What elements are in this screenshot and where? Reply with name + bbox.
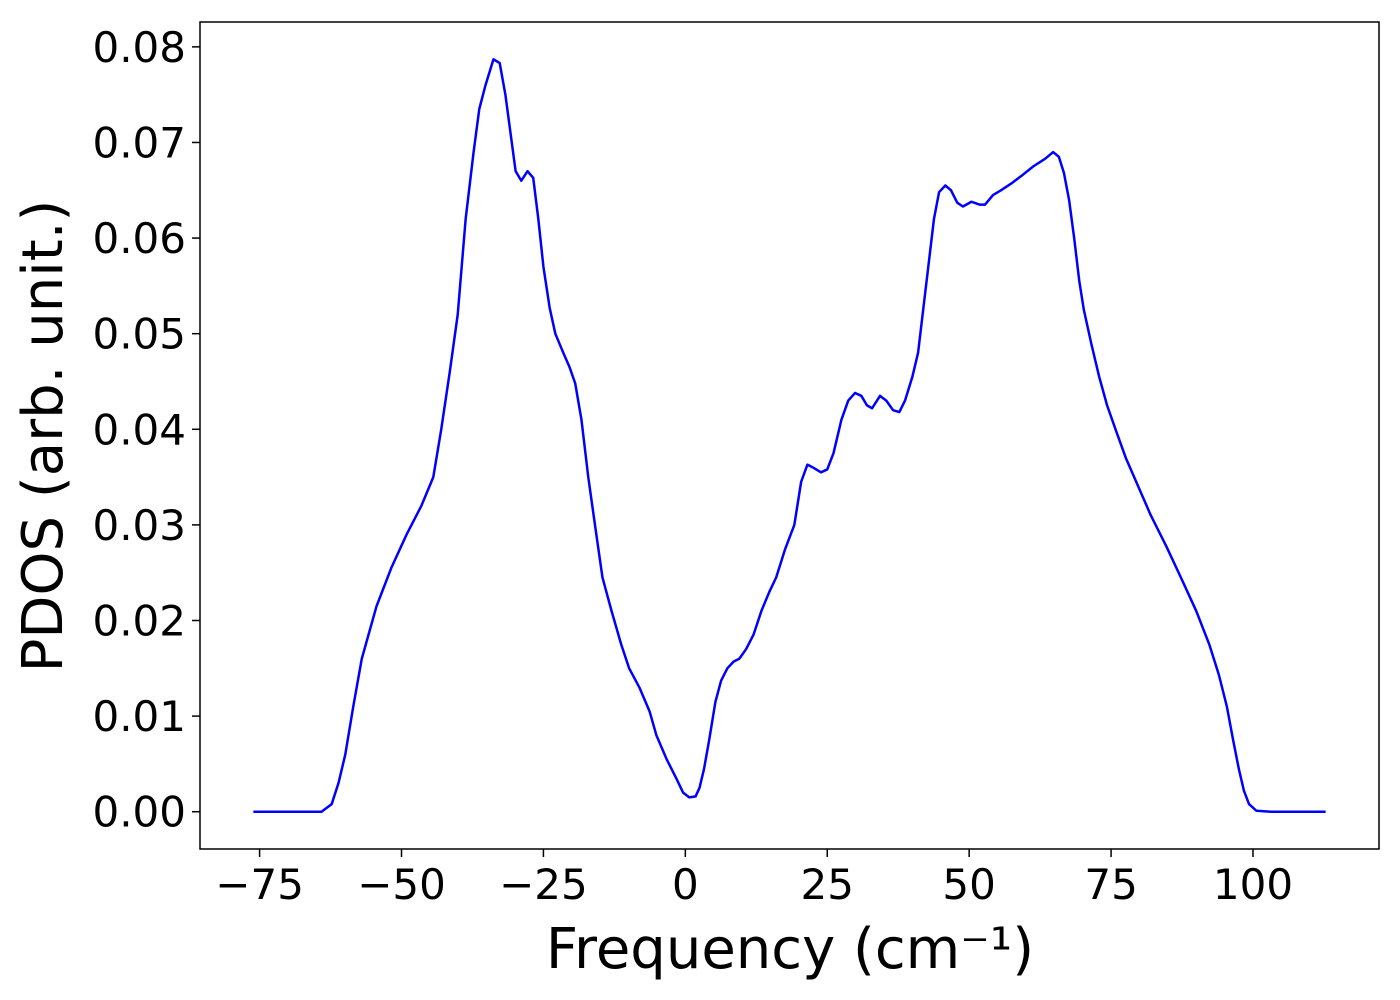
x-tick-label: 0 — [672, 860, 699, 909]
x-tick-label: −25 — [499, 860, 588, 909]
line — [253, 58, 1326, 813]
x-axis-label: Frequency (cm⁻¹) — [546, 917, 1034, 982]
x-tick-label: −75 — [215, 860, 304, 909]
x-tick-label: −50 — [357, 860, 446, 909]
x-tick-label: 100 — [1213, 860, 1293, 909]
y-tick-label: 0.02 — [92, 596, 186, 645]
y-tick-label: 0.06 — [92, 214, 186, 263]
y-tick-label: 0.04 — [92, 405, 186, 454]
x-tick-label: 50 — [942, 860, 995, 909]
y-tick-label: 0.03 — [92, 501, 186, 550]
y-tick-label: 0.05 — [92, 310, 186, 359]
x-tick-label: 75 — [1084, 860, 1137, 909]
x-tick-label: 25 — [801, 860, 854, 909]
y-tick-label: 0.00 — [92, 788, 186, 837]
y-tick-label: 0.08 — [92, 23, 186, 72]
y-axis-label: PDOS (arb. unit.) — [11, 200, 76, 673]
y-tick-label: 0.07 — [92, 118, 186, 167]
y-tick-label: 0.01 — [92, 692, 186, 741]
plot-frame — [199, 21, 1380, 850]
